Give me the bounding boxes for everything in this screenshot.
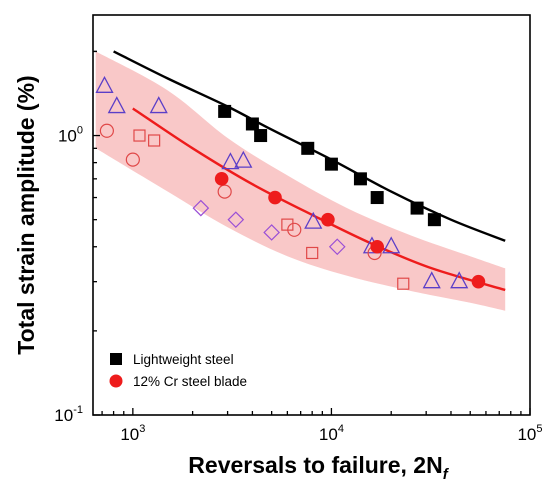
data-point-open-square-1: [148, 134, 161, 147]
y-tick-label-exponent: -1: [73, 404, 83, 416]
data-point-open-diamond-3: [328, 238, 346, 256]
legend: Lightweight steel 12% Cr steel blade: [109, 352, 247, 389]
data-point-open-triangle-9: [450, 271, 469, 289]
x-tick-label: 105: [517, 423, 542, 444]
x-axis-title-subscript: f: [443, 466, 450, 483]
legend-label-cr-steel-blade: 12% Cr steel blade: [133, 374, 247, 389]
data-point-open-triangle-7: [382, 236, 401, 254]
x-tick-label-base: 10: [319, 425, 338, 444]
y-axis-title: Total strain amplitude (%): [13, 75, 39, 354]
data-point-filled-square-7: [410, 201, 424, 215]
data-point-filled-circle-3: [370, 239, 384, 254]
y-tick-label: 100: [58, 125, 83, 146]
data-point-open-circle-3: [287, 222, 302, 237]
x-tick-label-exponent: 5: [536, 423, 542, 435]
data-point-filled-square-5: [353, 172, 367, 186]
data-point-open-triangle-2: [149, 96, 168, 114]
data-point-filled-square-8: [427, 213, 441, 227]
data-point-filled-square-0: [218, 104, 232, 118]
scatter-band: [95, 51, 506, 311]
data-point-open-triangle-5: [304, 211, 323, 229]
plot-layer: [95, 50, 506, 311]
x-tick-label-base: 10: [120, 425, 139, 444]
data-point-filled-square-1: [245, 117, 259, 131]
data-point-open-triangle-8: [422, 271, 441, 289]
data-point-open-circle-0: [99, 123, 114, 138]
y-tick-label-base: 10: [58, 127, 77, 146]
data-point-open-circle-2: [217, 184, 232, 199]
x-tick-label: 103: [120, 423, 145, 444]
data-point-open-triangle-0: [95, 75, 114, 93]
legend-label-lightweight-steel: Lightweight steel: [133, 352, 234, 367]
data-point-filled-square-3: [301, 141, 315, 155]
y-tick-label-exponent: 0: [77, 125, 83, 137]
data-point-filled-square-4: [324, 157, 338, 171]
legend-marker-lightweight-steel: [110, 353, 122, 365]
x-tick-label-base: 10: [517, 425, 536, 444]
x-axis-title-main: Reversals to failure, 2N: [188, 452, 442, 478]
data-point-open-triangle-1: [107, 96, 126, 114]
legend-marker-cr-steel-blade: [109, 374, 123, 388]
x-tick-label-exponent: 3: [139, 423, 145, 435]
data-point-filled-circle-4: [471, 274, 486, 289]
plot-frame: [92, 14, 531, 416]
data-point-filled-circle-1: [268, 190, 282, 205]
y-tick-label-base: 10: [54, 406, 73, 425]
data-point-open-circle-1: [125, 152, 140, 167]
data-point-open-triangle-3: [221, 152, 240, 170]
data-point-open-square-0: [133, 129, 146, 142]
x-tick-label: 104: [319, 423, 344, 444]
data-point-open-diamond-2: [263, 224, 280, 241]
data-point-open-diamond-0: [192, 199, 210, 217]
data-point-open-square-3: [306, 246, 319, 260]
data-point-filled-circle-2: [321, 212, 335, 227]
data-point-open-square-4: [397, 277, 410, 290]
x-tick-label-exponent: 4: [338, 423, 344, 435]
data-point-open-diamond-1: [227, 211, 245, 229]
data-point-filled-square-6: [370, 191, 384, 205]
x-axis-title: Reversals to failure, 2Nf: [188, 452, 449, 483]
data-point-filled-circle-0: [214, 172, 229, 186]
y-tick-label: 10-1: [54, 404, 83, 425]
data-point-open-triangle-4: [234, 150, 253, 168]
data-point-filled-square-2: [254, 129, 268, 143]
